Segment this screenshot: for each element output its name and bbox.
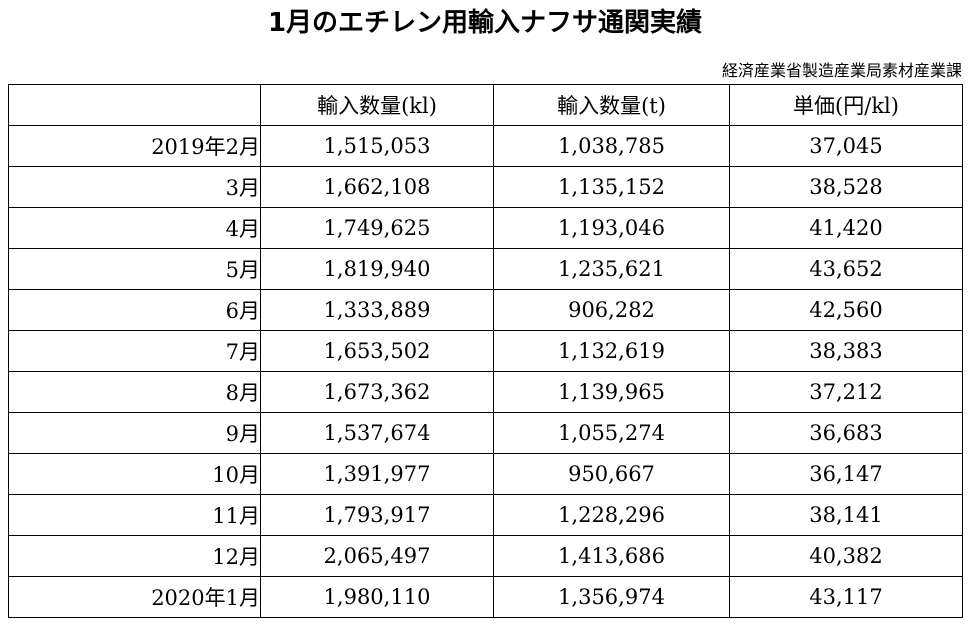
table-row: 9月 1,537,674 1,055,274 36,683 (8, 412, 963, 454)
volume-kl-cell: 1,333,889 (260, 289, 494, 331)
month-cell: 6月 (8, 289, 261, 331)
month-cell: 2019年2月 (8, 125, 261, 167)
table-row: 6月 1,333,889 906,282 42,560 (8, 289, 963, 331)
unit-price-cell: 37,045 (729, 125, 963, 167)
volume-t-cell: 1,193,046 (493, 207, 730, 249)
page-title: 1月のエチレン用輸入ナフサ通関実績 (267, 8, 703, 38)
volume-t-cell: 1,235,621 (493, 248, 730, 290)
table-row: 11月 1,793,917 1,228,296 38,141 (8, 494, 963, 536)
volume-kl-cell: 1,653,502 (260, 330, 494, 372)
volume-t-cell: 1,055,274 (493, 412, 730, 454)
table-row: 12月 2,065,497 1,413,686 40,382 (8, 535, 963, 577)
volume-kl-cell: 1,673,362 (260, 371, 494, 413)
month-cell: 4月 (8, 207, 261, 249)
month-cell: 2020年1月 (8, 576, 261, 618)
volume-kl-cell: 1,662,108 (260, 166, 494, 208)
unit-price-cell: 41,420 (729, 207, 963, 249)
header-cell-volume-kl: 輸入数量(kl) (260, 84, 494, 126)
month-cell: 11月 (8, 494, 261, 536)
month-cell: 3月 (8, 166, 261, 208)
volume-t-cell: 906,282 (493, 289, 730, 331)
volume-kl-cell: 1,537,674 (260, 412, 494, 454)
table-row: 3月 1,662,108 1,135,152 38,528 (8, 166, 963, 208)
unit-price-cell: 37,212 (729, 371, 963, 413)
unit-price-cell: 38,141 (729, 494, 963, 536)
volume-kl-cell: 1,793,917 (260, 494, 494, 536)
volume-t-cell: 1,413,686 (493, 535, 730, 577)
volume-kl-cell: 1,749,625 (260, 207, 494, 249)
unit-price-cell: 36,147 (729, 453, 963, 495)
month-cell: 10月 (8, 453, 261, 495)
unit-price-cell: 36,683 (729, 412, 963, 454)
table-row: 2019年2月 1,515,053 1,038,785 37,045 (8, 125, 963, 167)
volume-t-cell: 1,038,785 (493, 125, 730, 167)
unit-price-cell: 38,383 (729, 330, 963, 372)
table-body: 2019年2月 1,515,053 1,038,785 37,045 3月 1,662,1… (8, 125, 963, 618)
month-cell: 7月 (8, 330, 261, 372)
unit-price-cell: 38,528 (729, 166, 963, 208)
volume-kl-cell: 1,515,053 (260, 125, 494, 167)
table-row: 8月 1,673,362 1,139,965 37,212 (8, 371, 963, 413)
table-row: 10月 1,391,977 950,667 36,147 (8, 453, 963, 495)
header-cell-unit-price: 単価(円/kl) (729, 84, 963, 126)
table-header-row: 輸入数量(kl) 輸入数量(t) 単価(円/kl) (8, 84, 963, 126)
month-cell: 12月 (8, 535, 261, 577)
header-cell-volume-t: 輸入数量(t) (493, 84, 730, 126)
unit-price-cell: 43,117 (729, 576, 963, 618)
volume-t-cell: 1,139,965 (493, 371, 730, 413)
volume-t-cell: 1,356,974 (493, 576, 730, 618)
volume-t-cell: 1,228,296 (493, 494, 730, 536)
header-cell-month (8, 84, 261, 126)
unit-price-cell: 43,652 (729, 248, 963, 290)
volume-kl-cell: 1,980,110 (260, 576, 494, 618)
unit-price-cell: 42,560 (729, 289, 963, 331)
month-cell: 5月 (8, 248, 261, 290)
volume-kl-cell: 1,391,977 (260, 453, 494, 495)
table-row: 7月 1,653,502 1,132,619 38,383 (8, 330, 963, 372)
volume-kl-cell: 1,819,940 (260, 248, 494, 290)
month-cell: 9月 (8, 412, 261, 454)
unit-price-cell: 40,382 (729, 535, 963, 577)
table-row: 5月 1,819,940 1,235,621 43,652 (8, 248, 963, 290)
naphtha-import-table: 輸入数量(kl) 輸入数量(t) 単価(円/kl) 2019年2月 1,515,0… (8, 84, 963, 618)
table-row: 2020年1月 1,980,110 1,356,974 43,117 (8, 576, 963, 618)
table-row: 4月 1,749,625 1,193,046 41,420 (8, 207, 963, 249)
source-label: 経済産業省製造産業局素材産業課 (721, 61, 962, 80)
volume-t-cell: 950,667 (493, 453, 730, 495)
volume-t-cell: 1,135,152 (493, 166, 730, 208)
volume-t-cell: 1,132,619 (493, 330, 730, 372)
volume-kl-cell: 2,065,497 (260, 535, 494, 577)
month-cell: 8月 (8, 371, 261, 413)
